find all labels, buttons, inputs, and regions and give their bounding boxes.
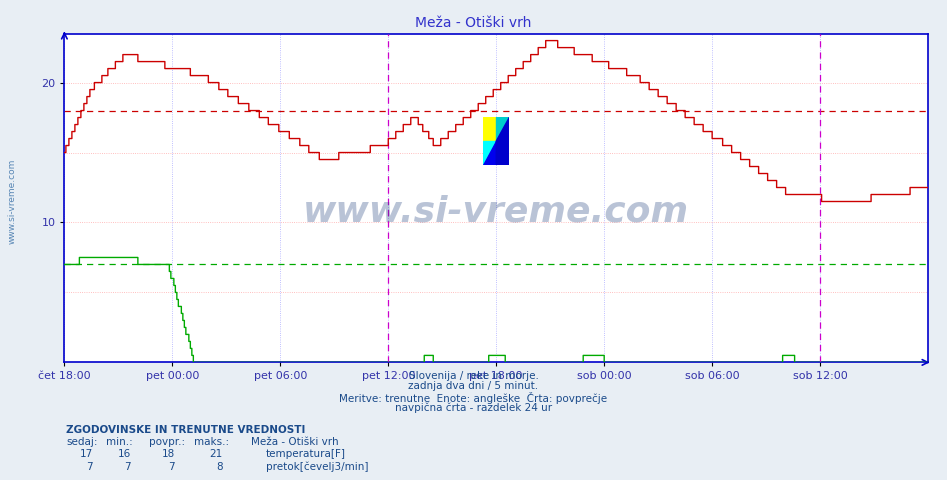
Text: navpična črta - razdelek 24 ur: navpična črta - razdelek 24 ur — [395, 402, 552, 413]
Polygon shape — [483, 141, 496, 165]
Text: povpr.:: povpr.: — [149, 437, 185, 447]
Text: min.:: min.: — [106, 437, 133, 447]
Text: 18: 18 — [162, 449, 175, 459]
Text: Meža - Otiški vrh: Meža - Otiški vrh — [416, 15, 531, 30]
Text: 7: 7 — [169, 462, 175, 472]
Text: sedaj:: sedaj: — [66, 437, 98, 447]
Text: ZGODOVINSKE IN TRENUTNE VREDNOSTI: ZGODOVINSKE IN TRENUTNE VREDNOSTI — [66, 425, 306, 435]
Polygon shape — [483, 141, 496, 165]
Polygon shape — [496, 117, 509, 165]
Text: 17: 17 — [80, 449, 93, 459]
Text: 16: 16 — [117, 449, 131, 459]
Text: Meža - Otiški vrh: Meža - Otiški vrh — [251, 437, 339, 447]
Polygon shape — [496, 117, 509, 141]
Text: www.si-vreme.com: www.si-vreme.com — [8, 159, 17, 244]
Text: 7: 7 — [86, 462, 93, 472]
Text: 7: 7 — [124, 462, 131, 472]
Text: Slovenija / reke in morje.: Slovenija / reke in morje. — [408, 371, 539, 381]
Text: 21: 21 — [209, 449, 223, 459]
Polygon shape — [483, 117, 496, 141]
Text: maks.:: maks.: — [194, 437, 229, 447]
Text: pretok[čevelj3/min]: pretok[čevelj3/min] — [266, 462, 368, 472]
Text: Meritve: trenutne  Enote: angleške  Črta: povprečje: Meritve: trenutne Enote: angleške Črta: … — [339, 392, 608, 404]
Text: 8: 8 — [216, 462, 223, 472]
Text: www.si-vreme.com: www.si-vreme.com — [303, 194, 689, 228]
Text: zadnja dva dni / 5 minut.: zadnja dva dni / 5 minut. — [408, 381, 539, 391]
Text: temperatura[F]: temperatura[F] — [266, 449, 346, 459]
